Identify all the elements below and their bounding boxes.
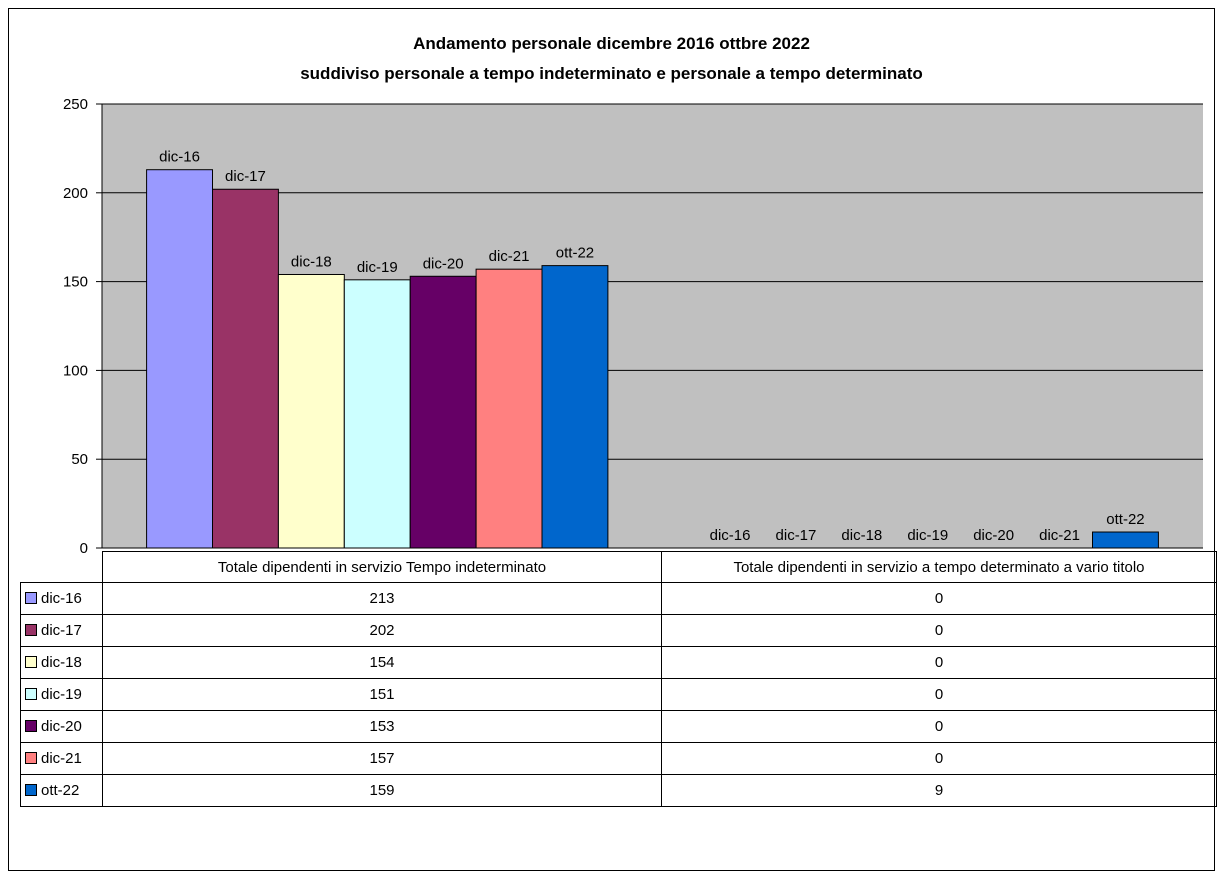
data-label: dic-21: [1039, 527, 1080, 544]
category-label: Totale dipendenti in servizio a tempo de…: [661, 551, 1217, 583]
chart-subtitle: suddiviso personale a tempo indeterminat…: [300, 64, 923, 83]
table-cell: 0: [661, 742, 1217, 775]
data-label: dic-20: [973, 527, 1014, 544]
y-tick-label: 150: [63, 274, 88, 291]
legend-key: dic-17: [20, 614, 103, 647]
data-label: ott-22: [556, 245, 594, 262]
data-label: dic-16: [710, 527, 751, 544]
legend-key: dic-18: [20, 646, 103, 679]
y-tick-label: 50: [71, 451, 88, 468]
legend-swatch: [25, 752, 37, 764]
legend-label: dic-16: [41, 590, 82, 607]
bar: [475, 268, 543, 549]
table-cell: 9: [661, 774, 1217, 807]
legend-label: dic-20: [41, 718, 82, 735]
data-label: dic-16: [159, 149, 200, 166]
data-label: dic-20: [423, 255, 464, 272]
table-corner: [20, 551, 103, 583]
table-cell: 154: [102, 646, 662, 679]
y-tick-label: 250: [63, 96, 88, 113]
legend-swatch: [25, 592, 37, 604]
table-row: dic-19 151 0: [20, 678, 1217, 711]
table-row: ott-22 159 9: [20, 774, 1217, 807]
data-label: dic-19: [357, 259, 398, 276]
table-row: dic-18 154 0: [20, 646, 1217, 679]
bar: [212, 188, 279, 549]
legend-swatch: [25, 720, 37, 732]
table-cell: 0: [661, 614, 1217, 647]
category-label: Totale dipendenti in servizio Tempo inde…: [102, 551, 662, 583]
table-cell: 213: [102, 582, 662, 615]
table-row: dic-20 153 0: [20, 710, 1217, 743]
legend-key: dic-21: [20, 742, 103, 775]
table-cell: 0: [661, 710, 1217, 743]
y-tick-label: 100: [63, 362, 88, 379]
data-label: dic-17: [776, 527, 817, 544]
table-cell: 0: [661, 678, 1217, 711]
table-cell: 159: [102, 774, 662, 807]
data-label: dic-18: [291, 253, 332, 270]
bar: [409, 275, 477, 549]
table-cell: 153: [102, 710, 662, 743]
table-cell: 151: [102, 678, 662, 711]
bar: [343, 279, 411, 549]
table-cell: 202: [102, 614, 662, 647]
table-cell: 0: [661, 646, 1217, 679]
y-tick-label: 0: [80, 540, 88, 557]
data-label: ott-22: [1106, 511, 1144, 528]
bar: [277, 273, 345, 549]
data-label: dic-17: [225, 168, 266, 185]
table-cell: 157: [102, 742, 662, 775]
legend-label: dic-19: [41, 686, 82, 703]
data-label: dic-21: [489, 248, 530, 265]
legend-label: dic-17: [41, 622, 82, 639]
data-table: Totale dipendenti in servizio Tempo inde…: [20, 551, 1217, 807]
legend-swatch: [25, 688, 37, 700]
data-label: dic-19: [907, 527, 948, 544]
legend-key: ott-22: [20, 774, 103, 807]
legend-label: dic-18: [41, 654, 82, 671]
legend-label: ott-22: [41, 782, 80, 799]
legend-key: dic-19: [20, 678, 103, 711]
bar: [1092, 531, 1159, 549]
legend-key: dic-20: [20, 710, 103, 743]
bar: [146, 169, 214, 549]
bar: [541, 265, 609, 549]
table-row: dic-16 213 0: [20, 582, 1217, 615]
legend-swatch: [25, 624, 37, 636]
data-label: dic-18: [841, 527, 882, 544]
table-row: dic-21 157 0: [20, 742, 1217, 775]
legend-label: dic-21: [41, 750, 82, 767]
chart-title: Andamento personale dicembre 2016 ottbre…: [413, 34, 810, 53]
legend-swatch: [25, 656, 37, 668]
table-row: dic-17 202 0: [20, 614, 1217, 647]
legend-key: dic-16: [20, 582, 103, 615]
y-tick-label: 200: [63, 185, 88, 202]
table-cell: 0: [661, 582, 1217, 615]
legend-swatch: [25, 784, 37, 796]
